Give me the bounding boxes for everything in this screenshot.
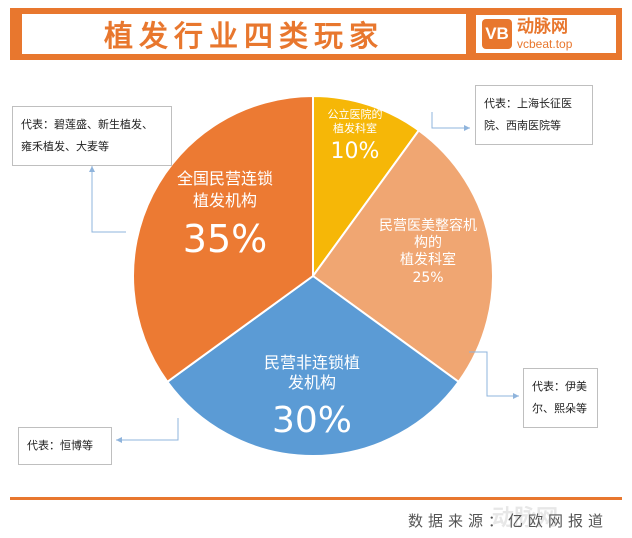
vcbeat-logo: VB 动脉网 vcbeat.top — [476, 15, 616, 53]
pie-slice — [165, 274, 461, 457]
leader-line — [469, 351, 519, 397]
leader-line — [431, 112, 470, 129]
slice-name-label: 发机构 — [288, 373, 336, 392]
slice-name-label: 民营医美整容机 — [379, 217, 477, 234]
leader-arrowhead — [464, 125, 470, 131]
leader-arrowhead — [513, 393, 519, 399]
slice-name-label: 公立医院的 — [328, 107, 383, 121]
callout-line: 代表：伊美 — [532, 380, 587, 393]
callout-line: 院、西南医院等 — [484, 119, 561, 132]
slice-name-label: 民营非连锁植 — [264, 353, 360, 372]
slice-value-label: 25% — [412, 270, 443, 286]
callout-line: 代表：上海长征医 — [484, 97, 572, 110]
data-source: 数据来源：亿欧网报道 — [407, 512, 608, 530]
callout-aesthetic-clinics: 代表：伊美 尔、熙朵等 — [523, 368, 598, 428]
watermark-logo: 动脉网 — [492, 506, 559, 531]
slice-name-label: 植发科室 — [400, 251, 456, 268]
slice-name-label: 植发科室 — [333, 121, 377, 135]
callout-line: 代表：碧莲盛、新生植发、 — [21, 118, 153, 131]
callout-public-hospitals: 代表：上海长征医 院、西南医院等 — [475, 85, 593, 145]
logo-mark-icon: VB — [482, 19, 512, 49]
leader-arrowhead — [89, 166, 95, 172]
slice-name-label: 全国民营连锁 — [177, 169, 273, 188]
slice-value-label: 35% — [183, 217, 267, 261]
slice-name-label: 植发机构 — [193, 191, 257, 210]
pie-slice — [132, 94, 314, 384]
bottom-rule — [10, 497, 622, 500]
slice-value-label: 30% — [272, 400, 352, 441]
pie-slice — [311, 128, 494, 384]
callout-line: 雍禾植发、大麦等 — [21, 140, 109, 153]
leader-line — [91, 166, 126, 233]
page-title: 植发行业四类玩家 — [22, 14, 466, 54]
header-bar: 植发行业四类玩家 VB 动脉网 vcbeat.top — [10, 8, 622, 60]
logo-text: 动脉网 vcbeat.top — [517, 16, 573, 51]
slice-name-label: 构的 — [414, 235, 442, 251]
slice-value-label: 10% — [331, 139, 380, 164]
logo-name: 动脉网 — [517, 16, 568, 37]
logo-url: vcbeat.top — [517, 36, 573, 51]
callout-chain-clinics: 代表：碧莲盛、新生植发、 雍禾植发、大麦等 — [12, 106, 172, 166]
callout-line: 代表：恒博等 — [27, 439, 93, 452]
pie-slice — [312, 94, 421, 280]
leader-arrowhead — [116, 437, 122, 443]
leader-line — [116, 418, 179, 441]
callout-line: 尔、熙朵等 — [532, 402, 587, 415]
callout-non-chain: 代表：恒博等 — [18, 427, 112, 465]
